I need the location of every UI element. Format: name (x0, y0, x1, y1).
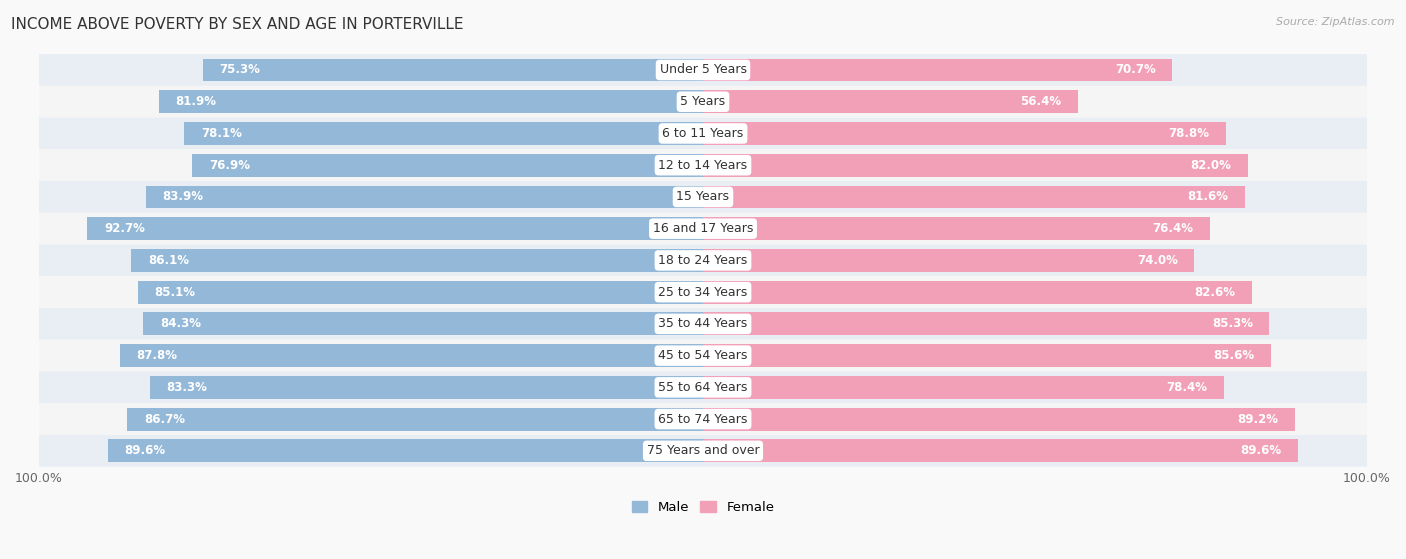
Bar (703, 59, 1173, 82)
Legend: Male, Female: Male, Female (631, 501, 775, 514)
FancyBboxPatch shape (39, 340, 1367, 372)
Text: 65 to 74 Years: 65 to 74 Years (658, 413, 748, 425)
Bar (184, 122, 703, 145)
Text: 86.7%: 86.7% (143, 413, 184, 425)
Text: 76.9%: 76.9% (209, 159, 250, 172)
Text: 5 Years: 5 Years (681, 95, 725, 108)
Text: 78.1%: 78.1% (201, 127, 242, 140)
FancyBboxPatch shape (39, 86, 1367, 117)
Text: 81.6%: 81.6% (1187, 191, 1229, 203)
Bar (703, 344, 1271, 367)
Text: 45 to 54 Years: 45 to 54 Years (658, 349, 748, 362)
Bar (703, 376, 1223, 399)
Bar (138, 281, 703, 304)
Bar (703, 312, 1270, 335)
Text: 89.6%: 89.6% (125, 444, 166, 457)
Text: 84.3%: 84.3% (160, 318, 201, 330)
Text: 82.0%: 82.0% (1189, 159, 1230, 172)
Text: 83.9%: 83.9% (163, 191, 204, 203)
FancyBboxPatch shape (39, 54, 1367, 86)
FancyBboxPatch shape (39, 244, 1367, 276)
Text: 78.8%: 78.8% (1168, 127, 1209, 140)
Bar (703, 439, 1298, 462)
Bar (703, 154, 1247, 177)
Text: 35 to 44 Years: 35 to 44 Years (658, 318, 748, 330)
Text: 55 to 64 Years: 55 to 64 Years (658, 381, 748, 394)
Bar (703, 249, 1195, 272)
Bar (703, 186, 1244, 209)
Text: 16 and 17 Years: 16 and 17 Years (652, 222, 754, 235)
Text: 12 to 14 Years: 12 to 14 Years (658, 159, 748, 172)
FancyBboxPatch shape (39, 117, 1367, 149)
Text: 74.0%: 74.0% (1137, 254, 1178, 267)
FancyBboxPatch shape (39, 403, 1367, 435)
Bar (87, 217, 703, 240)
Text: 18 to 24 Years: 18 to 24 Years (658, 254, 748, 267)
Bar (703, 281, 1251, 304)
Bar (120, 344, 703, 367)
Text: 70.7%: 70.7% (1115, 64, 1156, 77)
Bar (108, 439, 703, 462)
Bar (703, 91, 1077, 113)
Text: 75 Years and over: 75 Years and over (647, 444, 759, 457)
FancyBboxPatch shape (39, 372, 1367, 403)
FancyBboxPatch shape (39, 181, 1367, 213)
Bar (150, 376, 703, 399)
Text: 86.1%: 86.1% (148, 254, 188, 267)
Bar (159, 91, 703, 113)
Bar (131, 249, 703, 272)
Text: 6 to 11 Years: 6 to 11 Years (662, 127, 744, 140)
Text: 78.4%: 78.4% (1166, 381, 1206, 394)
Bar (128, 408, 703, 430)
Bar (143, 312, 703, 335)
FancyBboxPatch shape (39, 435, 1367, 467)
Bar (202, 59, 703, 82)
Text: 89.6%: 89.6% (1240, 444, 1281, 457)
Text: 85.6%: 85.6% (1213, 349, 1254, 362)
Text: 82.6%: 82.6% (1194, 286, 1234, 299)
Text: 92.7%: 92.7% (104, 222, 145, 235)
Text: 76.4%: 76.4% (1153, 222, 1194, 235)
Bar (703, 408, 1295, 430)
Bar (703, 122, 1226, 145)
FancyBboxPatch shape (39, 149, 1367, 181)
Text: Under 5 Years: Under 5 Years (659, 64, 747, 77)
Text: 89.2%: 89.2% (1237, 413, 1278, 425)
Text: INCOME ABOVE POVERTY BY SEX AND AGE IN PORTERVILLE: INCOME ABOVE POVERTY BY SEX AND AGE IN P… (11, 17, 464, 32)
Text: 25 to 34 Years: 25 to 34 Years (658, 286, 748, 299)
Bar (193, 154, 703, 177)
Bar (146, 186, 703, 209)
Text: 56.4%: 56.4% (1019, 95, 1062, 108)
Text: Source: ZipAtlas.com: Source: ZipAtlas.com (1277, 17, 1395, 27)
Text: 85.3%: 85.3% (1212, 318, 1253, 330)
Text: 87.8%: 87.8% (136, 349, 177, 362)
FancyBboxPatch shape (39, 276, 1367, 308)
Text: 81.9%: 81.9% (176, 95, 217, 108)
FancyBboxPatch shape (39, 213, 1367, 244)
Text: 15 Years: 15 Years (676, 191, 730, 203)
FancyBboxPatch shape (39, 308, 1367, 340)
Text: 75.3%: 75.3% (219, 64, 260, 77)
Bar (703, 217, 1211, 240)
Text: 85.1%: 85.1% (155, 286, 195, 299)
Text: 83.3%: 83.3% (166, 381, 207, 394)
